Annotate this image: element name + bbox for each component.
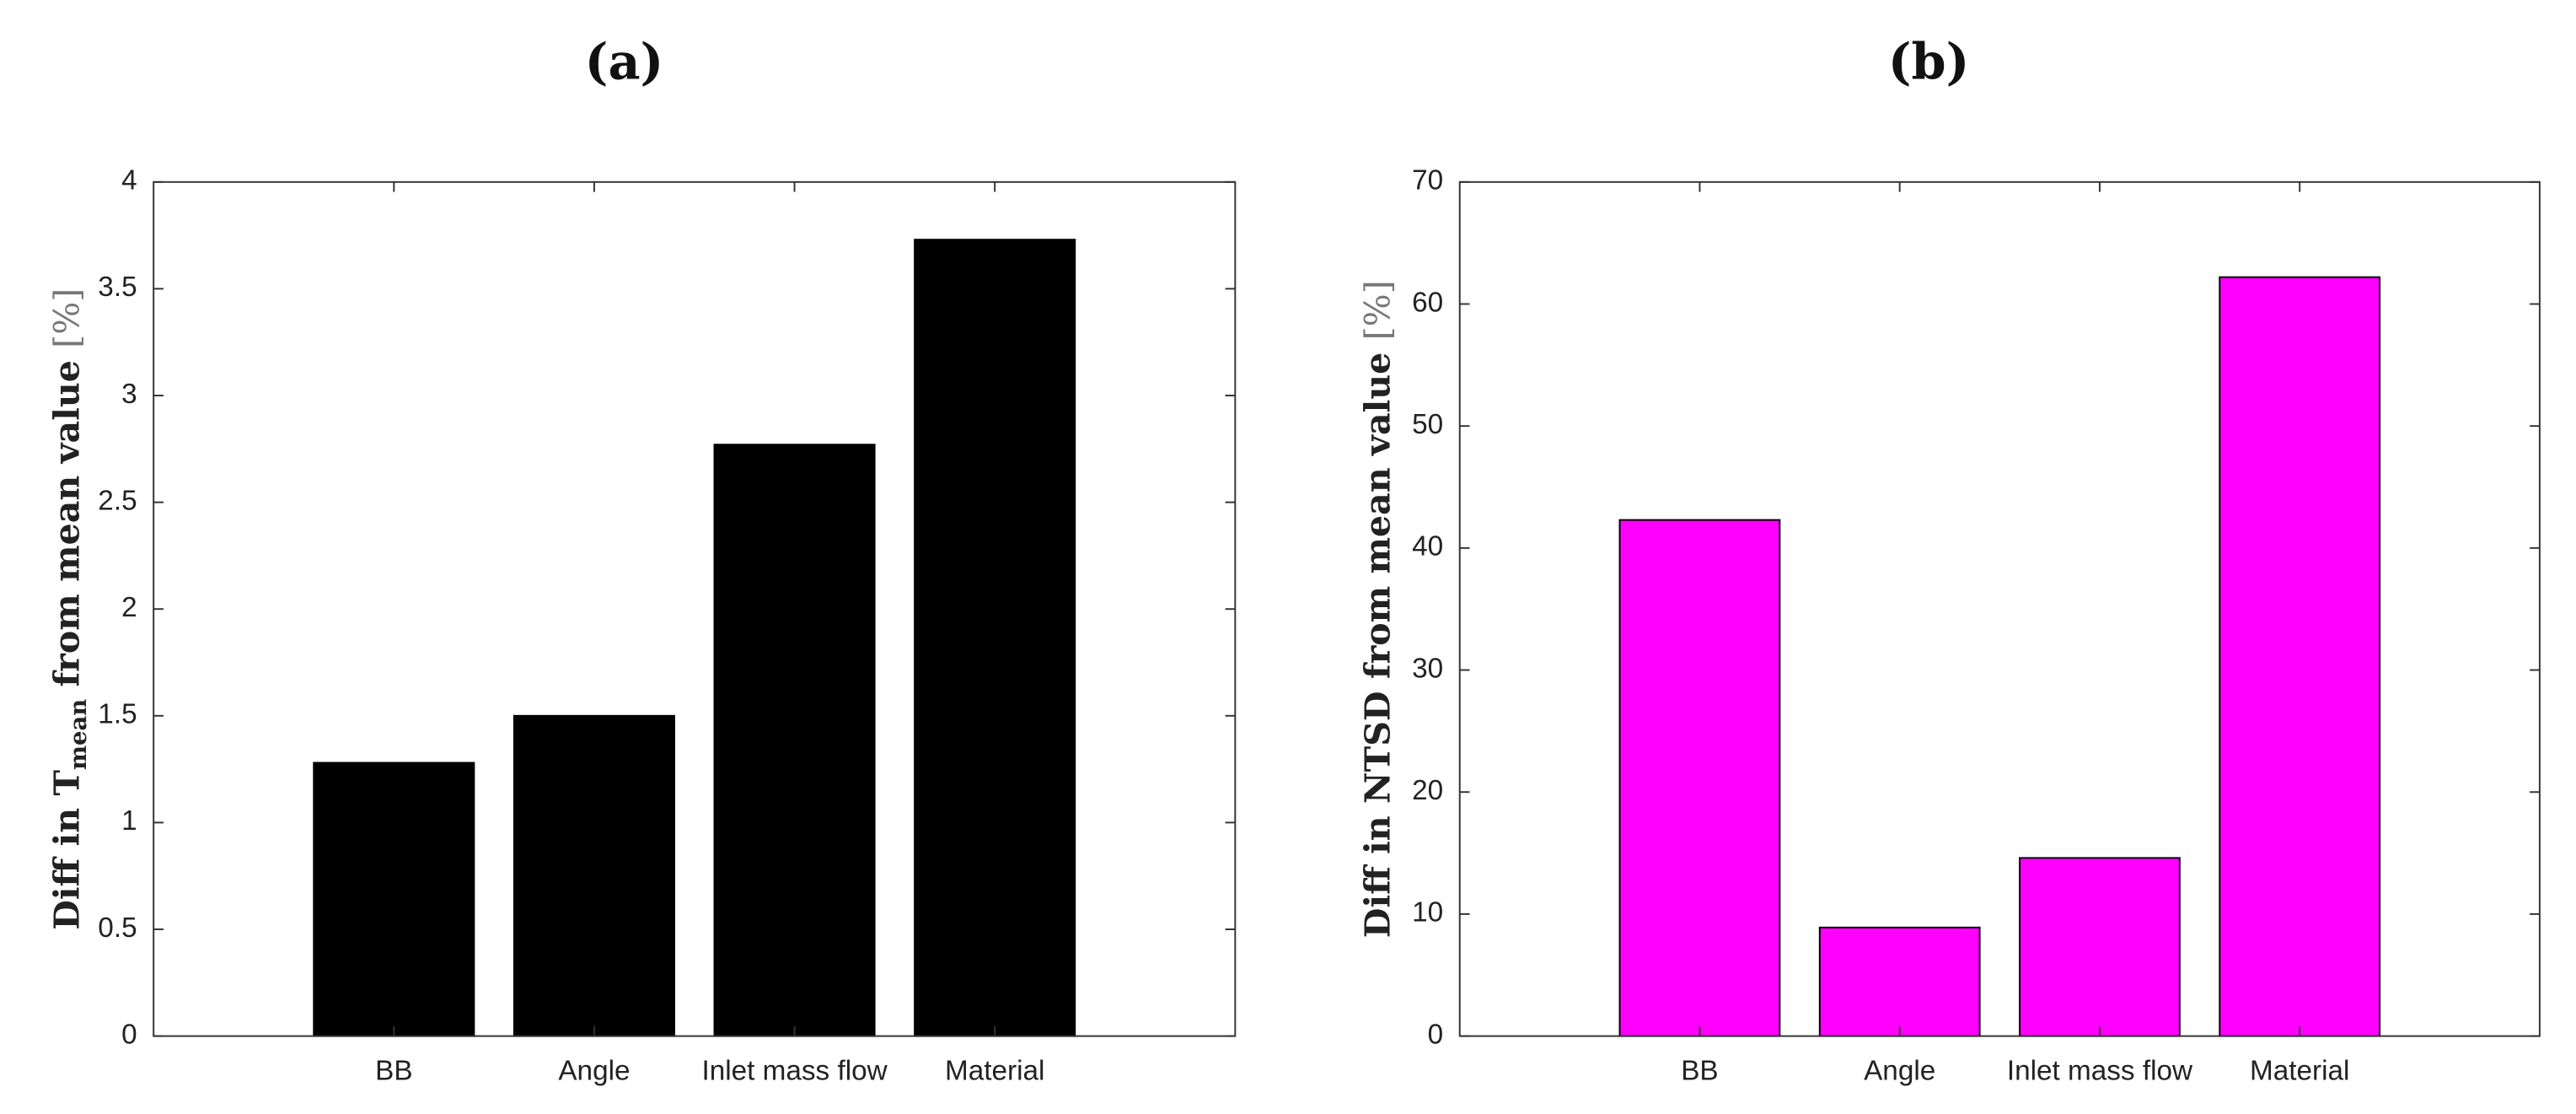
x-tick-label: Angle — [558, 1055, 630, 1086]
y-tick-label: 70 — [1412, 165, 1443, 196]
y-axis-label-part: [%] — [46, 288, 87, 348]
y-axis-label-part: Diff in T — [46, 770, 87, 930]
y-axis-label-part: mean — [65, 699, 92, 770]
bar — [1618, 519, 1781, 1037]
y-tick-label: 50 — [1412, 409, 1443, 440]
y-axis-label-part: from mean value — [46, 348, 87, 699]
y-tick-label: 40 — [1412, 531, 1443, 562]
x-tick-label: Material — [945, 1055, 1044, 1086]
y-tick-label: 2.5 — [98, 485, 137, 516]
bar — [313, 762, 475, 1037]
x-tick-label: Inlet mass flow — [701, 1055, 888, 1086]
y-axis-label: Diff in Tmean from mean value [%] — [46, 288, 92, 930]
y-axis-label-part: Diff in NTSD from mean value — [1356, 340, 1398, 938]
y-tick-label: 3.5 — [98, 272, 137, 303]
y-tick-label: 1 — [121, 805, 137, 837]
y-tick-label: 0.5 — [98, 912, 137, 944]
y-tick-label: 60 — [1412, 287, 1443, 318]
bar — [713, 444, 876, 1037]
bar — [513, 714, 675, 1037]
y-axis-label: Diff in NTSD from mean value [%] — [1356, 280, 1398, 938]
y-tick-label: 1.5 — [98, 699, 137, 730]
y-tick-label: 4 — [121, 165, 137, 196]
axes-box — [1458, 180, 2541, 1037]
y-tick-label: 10 — [1412, 897, 1443, 928]
axes-box — [153, 180, 1237, 1037]
y-tick-label: 30 — [1412, 653, 1443, 684]
y-tick-label: 20 — [1412, 775, 1443, 806]
bar — [2219, 276, 2381, 1037]
x-tick-label: BB — [375, 1055, 412, 1086]
chart-title: (a) — [585, 33, 664, 91]
y-tick-label: 2 — [121, 592, 137, 623]
x-tick-label: Angle — [1864, 1055, 1935, 1086]
x-tick-label: BB — [1681, 1055, 1718, 1086]
chart-title: (b) — [1888, 33, 1970, 91]
bar — [2019, 857, 2181, 1037]
bar — [914, 239, 1076, 1037]
y-tick-label: 0 — [1428, 1019, 1444, 1050]
y-tick-label: 3 — [121, 379, 137, 410]
y-axis-label-part: [%] — [1357, 280, 1398, 340]
bar — [1818, 926, 1981, 1037]
x-tick-label: Inlet mass flow — [2007, 1055, 2193, 1086]
y-tick-label: 0 — [121, 1019, 137, 1050]
x-tick-label: Material — [2250, 1055, 2349, 1086]
